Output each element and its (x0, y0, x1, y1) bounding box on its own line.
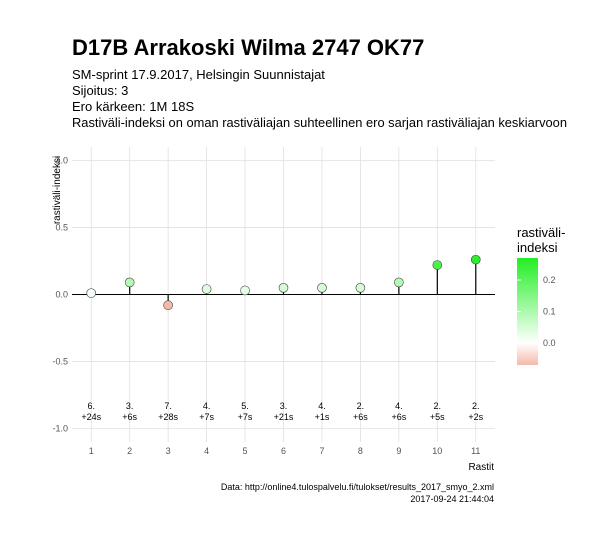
y-tick-label: -0.5 (52, 357, 68, 367)
placement-label: 4. (395, 401, 403, 411)
y-tick-label: 1.0 (55, 155, 68, 165)
x-tick-label: 10 (432, 446, 442, 456)
legend-tick-label: 0.0 (543, 338, 556, 348)
x-tick-label: 8 (358, 446, 363, 456)
placement-label: 2. (434, 401, 442, 411)
caption: Data: http://online4.tulospalvelu.fi/tul… (221, 482, 494, 492)
difference-label: +28s (158, 412, 178, 422)
difference-label: +21s (274, 412, 294, 422)
legend-colorbar (517, 258, 538, 365)
legend-tick-label: 0.1 (543, 307, 556, 317)
difference-label: +6s (122, 412, 137, 422)
placement-label: 3. (126, 401, 134, 411)
point (432, 260, 443, 270)
point (394, 277, 404, 288)
point (163, 300, 173, 311)
difference-label: +7s (238, 412, 253, 422)
subtitle: Ero kärkeen: 1M 18S (72, 99, 194, 114)
legend-title: indeksi (517, 240, 558, 255)
x-tick-label: 7 (319, 446, 324, 456)
subtitle: SM-sprint 17.9.2017, Helsingin Suunnista… (72, 67, 325, 82)
y-tick-label: -1.0 (52, 424, 68, 434)
difference-label: +24s (81, 412, 101, 422)
placement-label: 5. (241, 401, 249, 411)
x-tick-label: 3 (166, 446, 171, 456)
point (86, 288, 97, 298)
legend-title: rastiväli- (517, 225, 565, 240)
placement-label: 2. (357, 401, 365, 411)
y-axis-label: rastiväli-indeksi (52, 156, 63, 224)
x-tick-label: 2 (127, 446, 132, 456)
point (470, 254, 481, 265)
point (240, 285, 250, 296)
point (317, 282, 327, 293)
difference-label: +6s (353, 412, 368, 422)
difference-label: +6s (391, 412, 406, 422)
placement-label: 3. (280, 401, 288, 411)
point (355, 282, 366, 293)
x-tick-label: 5 (243, 446, 248, 456)
x-tick-label: 9 (396, 446, 401, 456)
point (124, 277, 135, 288)
x-axis-label: Rastit (468, 462, 494, 473)
chart-title: D17B Arrakoski Wilma 2747 OK77 (72, 35, 424, 60)
caption: 2017-09-24 21:44:04 (410, 494, 494, 504)
placement-label: 4. (318, 401, 326, 411)
y-tick-label: 0.5 (55, 222, 68, 232)
point (201, 284, 212, 294)
point (278, 282, 289, 293)
x-tick-label: 1 (89, 446, 94, 456)
x-tick-label: 11 (471, 446, 480, 456)
placement-label: 7. (164, 401, 172, 411)
subtitle: Rastiväli-indeksi on oman rastiväliajan … (72, 115, 567, 130)
x-tick-label: 6 (281, 446, 286, 456)
y-tick-label: 0.0 (55, 290, 68, 300)
difference-label: +7s (199, 412, 214, 422)
placement-label: 6. (87, 401, 95, 411)
subtitle: Sijoitus: 3 (72, 83, 128, 98)
x-tick-label: 4 (204, 446, 209, 456)
placement-label: 2. (472, 401, 480, 411)
difference-label: +1s (315, 412, 330, 422)
difference-label: +5s (430, 412, 445, 422)
difference-label: +2s (468, 412, 483, 422)
legend-tick-label: 0.2 (543, 275, 556, 285)
placement-label: 4. (203, 401, 211, 411)
